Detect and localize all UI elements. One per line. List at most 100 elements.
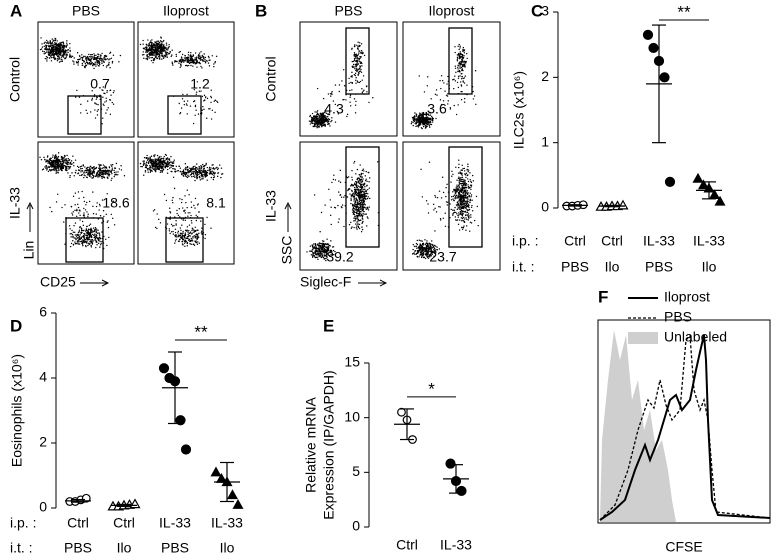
event-dot <box>418 124 419 125</box>
event-dot <box>326 238 327 239</box>
event-dot <box>89 63 90 64</box>
event-dot <box>413 125 414 126</box>
event-dot <box>71 206 72 207</box>
event-dot <box>359 67 360 68</box>
event-dot <box>114 176 115 177</box>
event-dot <box>86 211 87 212</box>
event-dot <box>182 244 183 245</box>
event-dot <box>112 218 113 219</box>
event-dot <box>194 57 195 58</box>
event-dot <box>359 187 360 188</box>
event-dot <box>143 51 144 52</box>
event-dot <box>313 118 314 119</box>
event-dot <box>184 101 185 102</box>
event-dot <box>465 75 466 76</box>
event-dot <box>106 171 107 172</box>
event-dot <box>196 66 197 67</box>
event-dot <box>335 84 336 85</box>
event-dot <box>411 123 412 124</box>
event-dot <box>321 120 322 121</box>
event-dot <box>357 220 358 221</box>
event-dot <box>466 53 467 54</box>
event-dot <box>201 167 202 168</box>
event-dot <box>95 240 96 241</box>
event-dot <box>447 93 448 94</box>
event-dot <box>182 54 183 55</box>
event-dot <box>457 57 458 58</box>
event-dot <box>350 197 351 198</box>
event-dot <box>87 56 88 57</box>
event-dot <box>190 215 191 216</box>
event-dot <box>160 159 161 160</box>
event-dot <box>69 47 70 48</box>
event-dot <box>120 165 121 166</box>
event-dot <box>103 176 104 177</box>
event-dot <box>52 50 53 51</box>
event-dot <box>212 174 213 175</box>
event-dot <box>82 65 83 66</box>
event-dot <box>160 172 161 173</box>
event-dot <box>167 172 168 173</box>
event-dot <box>460 91 461 92</box>
event-dot <box>367 218 368 219</box>
event-dot <box>421 122 422 123</box>
event-dot <box>350 222 351 223</box>
event-dot <box>322 113 323 114</box>
event-dot <box>458 65 459 66</box>
event-dot <box>314 246 315 247</box>
event-dot <box>93 227 94 228</box>
event-dot <box>56 40 57 41</box>
event-dot <box>354 194 355 195</box>
panel-label: A <box>10 1 22 20</box>
event-dot <box>193 166 194 167</box>
event-dot <box>355 54 356 55</box>
event-dot <box>413 244 414 245</box>
event-dot <box>60 169 61 170</box>
event-dot <box>358 182 359 183</box>
event-dot <box>146 58 147 59</box>
event-dot <box>55 168 56 169</box>
event-dot <box>179 113 180 114</box>
event-dot <box>113 55 114 56</box>
event-dot <box>85 110 86 111</box>
event-dot <box>86 170 87 171</box>
event-dot <box>354 205 355 206</box>
event-dot <box>106 92 107 93</box>
event-dot <box>44 159 45 160</box>
event-dot <box>463 55 464 56</box>
event-dot <box>182 241 183 242</box>
event-dot <box>161 168 162 169</box>
event-dot <box>346 116 347 117</box>
event-dot <box>89 176 90 177</box>
event-dot <box>416 248 417 249</box>
event-dot <box>83 230 84 231</box>
event-dot <box>112 62 113 63</box>
event-dot <box>163 169 164 170</box>
event-dot <box>183 175 184 176</box>
event-dot <box>187 212 188 213</box>
event-dot <box>43 53 44 54</box>
event-dot <box>362 181 363 182</box>
event-dot <box>357 189 358 190</box>
event-dot <box>150 166 151 167</box>
event-dot <box>323 257 324 258</box>
event-dot <box>444 91 445 92</box>
event-dot <box>352 204 353 205</box>
event-dot <box>362 173 363 174</box>
event-dot <box>180 168 181 169</box>
event-dot <box>111 173 112 174</box>
event-dot <box>333 175 334 176</box>
event-dot <box>188 194 189 195</box>
event-dot <box>70 166 71 167</box>
event-dot <box>414 251 415 252</box>
event-dot <box>355 66 356 67</box>
event-dot <box>186 172 187 173</box>
event-dot <box>198 113 199 114</box>
event-dot <box>208 108 209 109</box>
event-dot <box>94 94 95 95</box>
event-dot <box>153 162 154 163</box>
event-dot <box>186 61 187 62</box>
event-dot <box>184 60 185 61</box>
event-dot <box>52 38 53 39</box>
event-dot <box>142 54 143 55</box>
